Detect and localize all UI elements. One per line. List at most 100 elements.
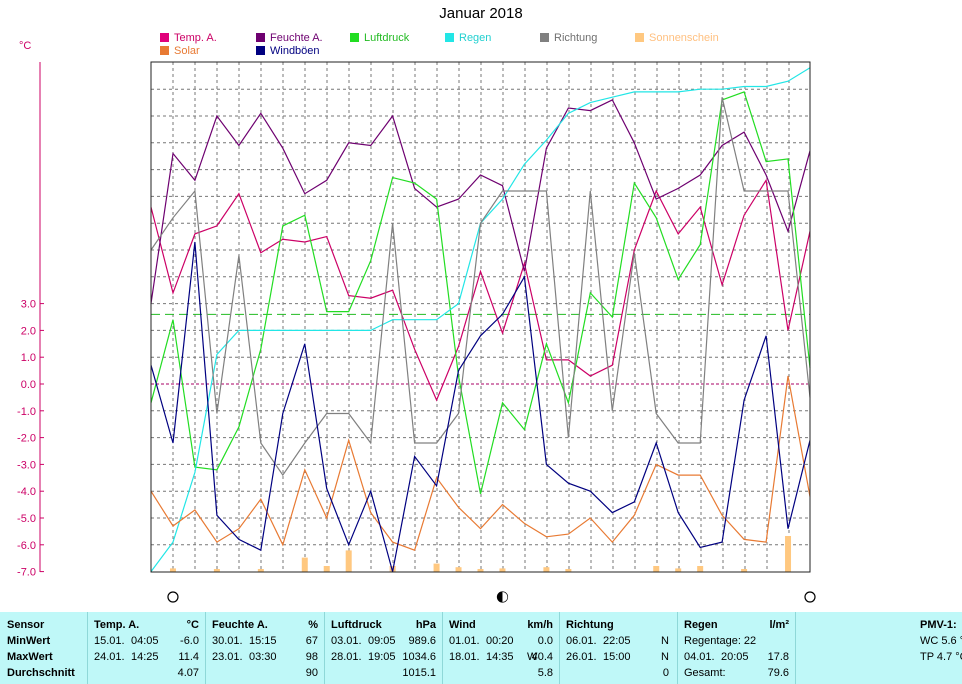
col-wind: Wind km/h 01.01. 00:20 0.0 18.01. 14:35 W 40.4… [443, 612, 559, 684]
sunshine-bar [301, 557, 308, 572]
pmv-tp-value: TP 4.7 °C [920, 651, 962, 663]
sunshine-bars [169, 536, 792, 572]
sunshine-bar [323, 566, 330, 572]
pmv-header: PMV-1: [920, 619, 957, 631]
legend-label-direction: Richtung [554, 32, 598, 44]
sunshine-bar [543, 567, 550, 572]
legend-swatch-sunshine [635, 33, 644, 42]
legend-item-pressure: Luftdruck [350, 32, 409, 45]
col-pmv: PMV-1: WC 5.6 ° TP 4.7 °C [914, 612, 962, 684]
legend-label-solar: Solar [174, 45, 200, 57]
temp-min-time: 04:05 [131, 635, 159, 647]
humidity-unit: % [308, 619, 318, 631]
reference-lines [151, 313, 810, 385]
humidity-min-value: 67 [305, 635, 318, 647]
separator [442, 612, 443, 684]
legend-item-solar: Solar [160, 45, 200, 58]
rain-header: Regen [684, 619, 718, 631]
series-line-temp [150, 178, 811, 402]
row-label-min: MinWert [7, 635, 51, 647]
legend-item-rain: Regen [445, 32, 491, 45]
y-tick-label: -4.0 [17, 486, 36, 498]
y-tick-label: -6.0 [17, 540, 36, 552]
wind-max-value: 40.4 [531, 651, 553, 663]
y-tick-label: -3.0 [17, 459, 36, 471]
legend-item-gust: Windböen [256, 45, 320, 58]
rain-days: Regentage: 22 [684, 635, 757, 647]
wind-max-direction: W [527, 651, 538, 663]
sunshine-bar [345, 550, 352, 572]
humidity-max-value: 98 [305, 651, 318, 663]
sunshine-bar [675, 568, 682, 572]
y-tick-label: 0.0 [21, 379, 36, 391]
plot-frame [150, 61, 811, 573]
legend-item-humidity: Feuchte A. [256, 32, 323, 45]
legend-item-sunshine: Sonnenschein [635, 32, 719, 45]
col-temp: Temp. A. °C 15.01. 04:05 -6.0 24.01. 14:25 11… [88, 612, 205, 684]
direction-min-value: N [661, 635, 669, 647]
chart-canvas: -7.0 -6.0 -5.0 -4.0 -3.0 -2.0 -1.0 0.0 1.0 2.0 3.0 [17, 61, 816, 603]
humidity-avg-value: 90 [305, 667, 318, 679]
y-tick-label: 1.0 [21, 352, 36, 364]
legend-swatch-temp [160, 33, 169, 42]
legend-label-sunshine: Sonnenschein [649, 32, 719, 44]
pmv-wc-value: WC 5.6 ° [920, 635, 962, 647]
pressure-max-time: 19:05 [368, 651, 396, 663]
wind-min-value: 0.0 [537, 635, 553, 647]
sunshine-bar [477, 569, 484, 572]
legend-swatch-humidity [256, 33, 265, 42]
rain-total-label: Gesamt: [684, 667, 726, 679]
legend-swatch-gust [256, 46, 265, 55]
y-tick-label: -1.0 [17, 406, 36, 418]
humidity-max-time: 03:30 [249, 651, 277, 663]
direction-max-time: 15:00 [603, 651, 631, 663]
sunshine-bar [653, 566, 660, 572]
series-line-pressure [150, 91, 811, 495]
direction-min-date: 06.01. [566, 635, 597, 647]
y-tick-label: -7.0 [17, 567, 36, 579]
wind-max-time: 14:35 [486, 651, 514, 663]
col-humidity: Feuchte A.% 30.01. 15:15 67 23.01. 03:30 98 … [206, 612, 324, 684]
sensor-header: Sensor [7, 619, 45, 631]
col-pressure: Luftdruck hPa 03.01. 09:05 989.6 28.01. 19:0… [325, 612, 442, 684]
legend-label-gust: Windböen [270, 45, 320, 57]
statistics-panel: Sensor MinWert MaxWert Durchschnitt Temp… [0, 612, 962, 684]
separator [205, 612, 206, 684]
rain-max-date: 04.01. [684, 651, 715, 663]
rain-max-value: 17.8 [767, 651, 789, 663]
series-line-direction [150, 97, 811, 477]
moon-highlight [502, 592, 508, 602]
temp-unit: °C [186, 619, 199, 631]
row-label-avg: Durchschnitt [7, 667, 75, 679]
separator [795, 612, 796, 684]
separator [559, 612, 560, 684]
temp-max-date: 24.01. [94, 651, 125, 663]
plot-border [150, 61, 811, 573]
pressure-min-date: 03.01. [331, 635, 362, 647]
wind-avg-value: 5.8 [537, 667, 553, 679]
legend-item-direction: Richtung [540, 32, 597, 45]
sunshine-bar [213, 569, 220, 572]
temp-min-date: 15.01. [94, 635, 125, 647]
y-axis: -7.0 -6.0 -5.0 -4.0 -3.0 -2.0 -1.0 0.0 1.0 2.0 3.0 [17, 62, 44, 579]
legend-swatch-pressure [350, 33, 359, 42]
sunshine-bar [565, 569, 572, 572]
sunshine-bar [169, 568, 176, 572]
wind-min-time: 00:20 [486, 635, 514, 647]
sunshine-bar [257, 569, 264, 572]
wind-max-date: 18.01. [449, 651, 480, 663]
wind-min-date: 01.01. [449, 635, 480, 647]
temp-header: Temp. A. [94, 619, 140, 631]
humidity-header: Feuchte A. [212, 619, 268, 631]
legend-swatch-rain [445, 33, 454, 42]
temp-max-value: 11.4 [178, 651, 199, 663]
direction-min-time: 22:05 [603, 635, 631, 647]
wind-header: Wind [449, 619, 476, 631]
series-line-humidity [150, 99, 811, 304]
sunshine-bar [697, 566, 704, 572]
col-sensor: Sensor MinWert MaxWert Durchschnitt [0, 612, 87, 684]
separator [87, 612, 88, 684]
pressure-max-value: 1034.6 [402, 651, 436, 663]
rain-unit: l/m² [769, 619, 789, 631]
wind-unit: km/h [527, 619, 553, 631]
